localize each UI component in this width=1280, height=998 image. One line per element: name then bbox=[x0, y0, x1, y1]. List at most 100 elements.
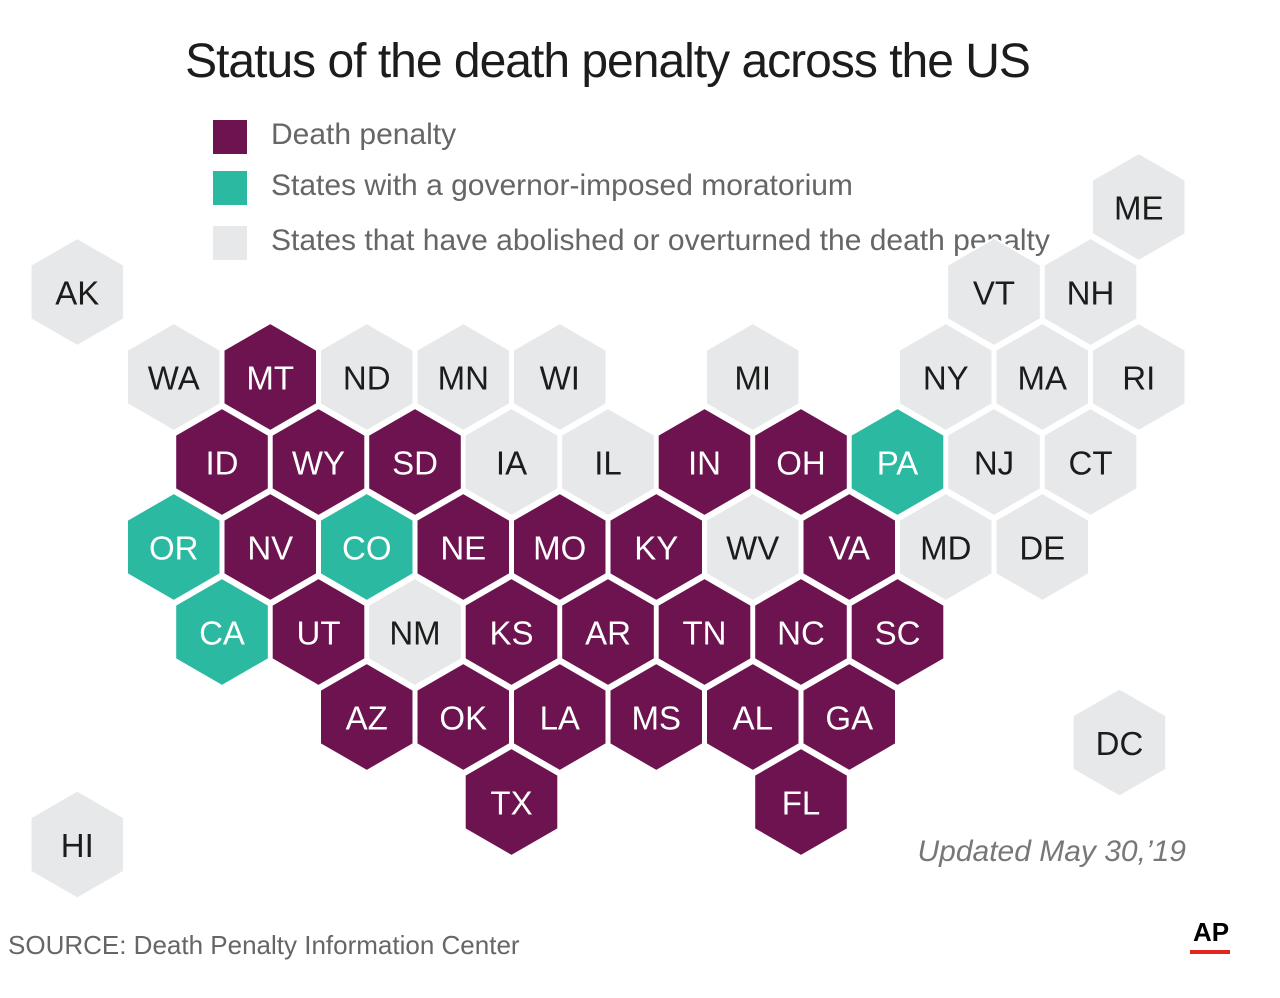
state-label: WA bbox=[148, 360, 200, 397]
state-hex-shape bbox=[319, 661, 415, 773]
state-hex-shape bbox=[994, 491, 1090, 603]
state-hex-mn: MN bbox=[415, 321, 511, 433]
state-label: UT bbox=[297, 615, 341, 652]
state-hex-hi: HI bbox=[29, 789, 125, 900]
state-hex-shape bbox=[560, 576, 656, 688]
state-hex-shape bbox=[560, 406, 656, 518]
state-hex-shape bbox=[29, 789, 125, 900]
ap-logo-underline bbox=[1190, 950, 1230, 954]
state-hex-nd: ND bbox=[319, 321, 415, 433]
state-label: NE bbox=[440, 530, 486, 567]
state-label: DE bbox=[1019, 530, 1065, 567]
state-hex-shape bbox=[1071, 687, 1168, 798]
state-hex-shape bbox=[126, 491, 222, 603]
state-label: WI bbox=[540, 360, 580, 397]
state-label: DC bbox=[1096, 725, 1144, 762]
state-hex-nm: NM bbox=[367, 576, 463, 688]
state-hex-md: MD bbox=[898, 491, 994, 603]
state-hex-wa: WA bbox=[126, 321, 222, 433]
state-hex-wv: WV bbox=[705, 491, 801, 603]
state-label: TX bbox=[490, 785, 532, 822]
state-hex-ms: MS bbox=[608, 661, 704, 773]
state-hex-ut: UT bbox=[270, 576, 367, 688]
source-note: SOURCE: Death Penalty Information Center bbox=[8, 930, 520, 960]
state-hex-shape bbox=[512, 491, 608, 603]
state-hex-dc: DC bbox=[1071, 687, 1168, 798]
state-label: NC bbox=[777, 615, 825, 652]
state-hex-shape bbox=[367, 406, 463, 518]
state-hex-mt: MT bbox=[222, 321, 318, 433]
state-hex-fl: FL bbox=[753, 746, 849, 858]
state-hex-sd: SD bbox=[367, 406, 463, 518]
state-label: MS bbox=[632, 700, 682, 737]
state-hex-ca: CA bbox=[174, 576, 270, 688]
state-hex-mo: MO bbox=[512, 491, 608, 603]
state-hex-wy: WY bbox=[270, 406, 367, 518]
state-hex-ga: GA bbox=[801, 661, 897, 773]
state-label: IA bbox=[496, 445, 527, 482]
state-hex-shape bbox=[849, 576, 946, 688]
state-hex-shape bbox=[512, 661, 608, 773]
state-hex-shape bbox=[656, 576, 753, 688]
legend-label-death-penalty: Death penalty bbox=[271, 118, 457, 151]
state-hex-shape bbox=[463, 746, 560, 858]
state-hex-shape bbox=[849, 406, 946, 518]
state-label: GA bbox=[825, 700, 873, 737]
state-hex-shape bbox=[174, 576, 270, 688]
updated-note: Updated May 30,’19 bbox=[917, 835, 1186, 868]
state-hex-in: IN bbox=[656, 406, 753, 518]
state-hex-shape bbox=[415, 661, 511, 773]
state-hex-shape bbox=[801, 491, 897, 603]
state-label: CT bbox=[1069, 445, 1113, 482]
state-hex-az: AZ bbox=[319, 661, 415, 773]
state-label: ME bbox=[1114, 190, 1164, 227]
state-hex-ia: IA bbox=[463, 406, 560, 518]
state-label: MI bbox=[734, 360, 771, 397]
state-label: MN bbox=[438, 360, 489, 397]
state-label: TN bbox=[683, 615, 727, 652]
state-hex-tx: TX bbox=[463, 746, 560, 858]
state-label: MO bbox=[533, 530, 586, 567]
state-hex-shape bbox=[1091, 151, 1187, 263]
state-label: AR bbox=[585, 615, 631, 652]
state-hex-nv: NV bbox=[222, 491, 318, 603]
state-hex-ri: RI bbox=[1091, 321, 1187, 433]
state-hex-ne: NE bbox=[415, 491, 511, 603]
state-hex-la: LA bbox=[512, 661, 608, 773]
state-label: MD bbox=[920, 530, 971, 567]
ap-logo: AP bbox=[1192, 917, 1230, 947]
state-hex-shape bbox=[994, 321, 1090, 433]
state-hex-al: AL bbox=[705, 661, 801, 773]
state-hex-shape bbox=[415, 321, 511, 433]
state-label: MT bbox=[246, 360, 294, 397]
state-hex-shape bbox=[463, 406, 560, 518]
state-label: AL bbox=[733, 700, 773, 737]
state-label: AZ bbox=[346, 700, 388, 737]
legend-swatch-moratorium bbox=[213, 171, 247, 205]
state-label: NV bbox=[247, 530, 293, 567]
state-label: PA bbox=[877, 445, 919, 482]
state-hex-shape bbox=[415, 491, 511, 603]
state-hex-ny: NY bbox=[898, 321, 994, 433]
state-hex-wi: WI bbox=[512, 321, 608, 433]
state-label: KS bbox=[489, 615, 533, 652]
state-hex-ok: OK bbox=[415, 661, 511, 773]
state-label: RI bbox=[1122, 360, 1155, 397]
state-hex-pa: PA bbox=[849, 406, 946, 518]
state-hex-me: ME bbox=[1091, 151, 1187, 263]
state-hex-shape bbox=[463, 576, 560, 688]
state-hex-mi: MI bbox=[705, 321, 801, 433]
state-hex-shape bbox=[656, 406, 753, 518]
state-hex-shape bbox=[753, 406, 849, 518]
state-label: OH bbox=[776, 445, 826, 482]
state-hex-shape bbox=[319, 321, 415, 433]
state-hex-ky: KY bbox=[608, 491, 704, 603]
state-hex-shape bbox=[946, 236, 1042, 348]
state-hex-shape bbox=[319, 491, 415, 603]
state-hex-tn: TN bbox=[656, 576, 753, 688]
legend-label-abolished: States that have abolished or overturned… bbox=[271, 224, 1050, 257]
state-label: KY bbox=[634, 530, 678, 567]
state-label: LA bbox=[540, 700, 580, 737]
state-hex-ak: AK bbox=[29, 236, 125, 348]
state-hex-nj: NJ bbox=[946, 406, 1042, 518]
